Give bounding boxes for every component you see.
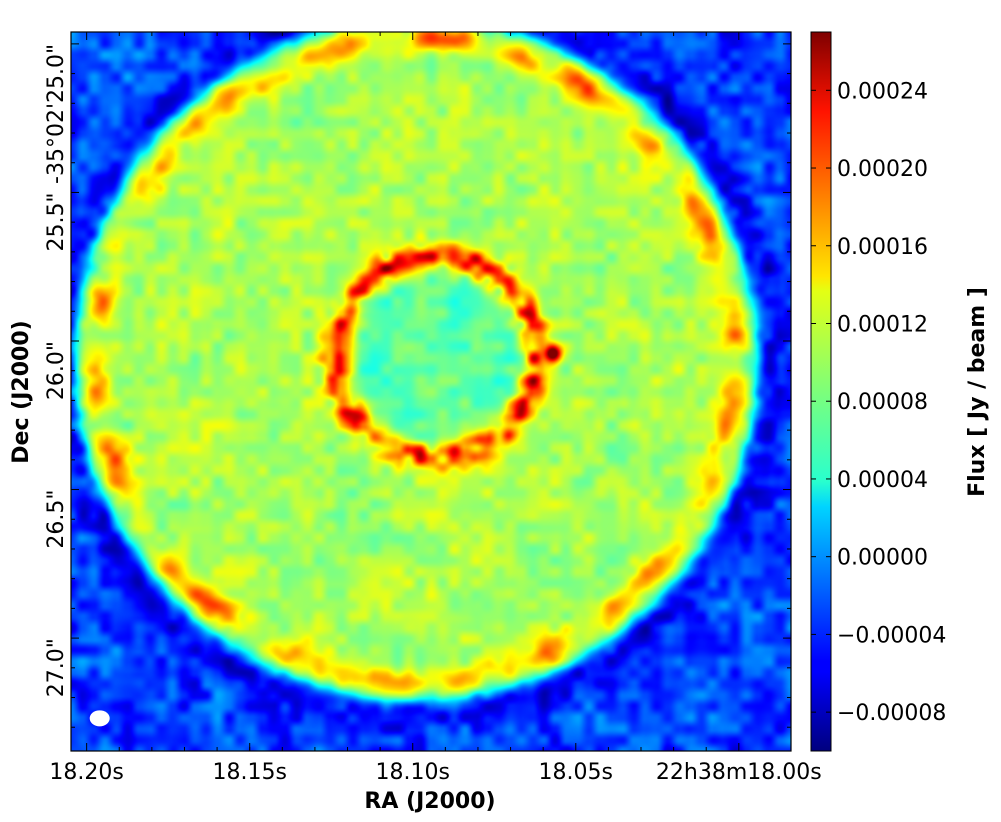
y-axis-label: Dec (J2000): [9, 320, 34, 463]
colorbar-tick-label: 0.00008: [837, 390, 928, 415]
colorbar-tick-label: 0.00020: [837, 157, 928, 182]
colorbar-tick-label: 0.00016: [837, 235, 928, 260]
colorbar-tick-label: 0.00004: [837, 468, 928, 493]
y-tick-label: 26.0": [44, 341, 69, 400]
x-axis-ticks: 18.20s 18.15s 18.10s 18.05s 22h38m18.00s: [49, 32, 822, 785]
colorbar: 0.00024 0.00020 0.00016 0.00012 0.00008 0.000…: [810, 31, 946, 752]
y-tick-label: 26.5": [44, 490, 69, 549]
y-tick-label: 27.0": [44, 638, 69, 697]
y-tick-label: 25.5": [44, 192, 69, 251]
colorbar-label: Flux [ Jy / beam ]: [965, 287, 990, 497]
heatmap-plot: 18.20s 18.15s 18.10s 18.05s 22h38m18.00s -35…: [44, 31, 822, 785]
colorbar-tick-label: 0.00012: [837, 312, 928, 337]
colorbar-tick-label: −0.00004: [837, 623, 946, 648]
y-tick-label: -35°02'25.0": [44, 44, 69, 184]
x-tick-label: 18.15s: [212, 760, 286, 785]
beam-ellipse: [89, 710, 110, 727]
x-tick-label: 18.10s: [376, 760, 450, 785]
x-tick-label: 18.20s: [49, 760, 123, 785]
colorbar-tick-label: −0.00008: [837, 701, 946, 726]
colorbar-tick-label: 0.00000: [837, 546, 928, 571]
y-axis-ticks: -35°02'25.0" 25.5" 26.0" 26.5" 27.0": [44, 43, 791, 728]
colorbar-gradient: [810, 31, 832, 752]
colorbar-tick-label: 0.00024: [837, 79, 928, 104]
x-tick-label: 18.05s: [539, 760, 613, 785]
colorbar-ticks: 0.00024 0.00020 0.00016 0.00012 0.00008 0.000…: [811, 79, 946, 726]
plot-frame: [70, 31, 792, 752]
x-tick-label: 22h38m18.00s: [656, 760, 822, 785]
x-axis-label: RA (J2000): [364, 789, 495, 814]
flux-heatmap-image: [71, 32, 791, 751]
